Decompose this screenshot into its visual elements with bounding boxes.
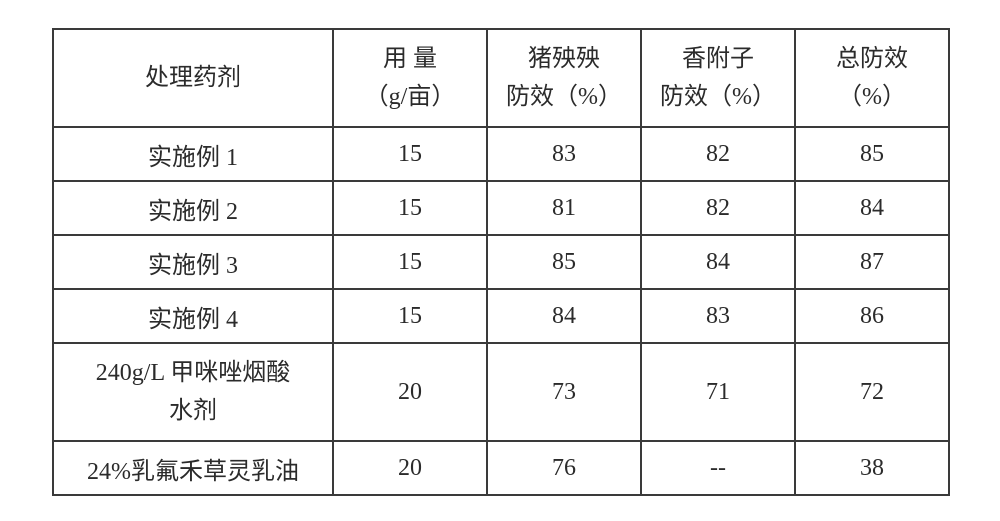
col-header-agent: 处理药剂	[53, 29, 333, 127]
cell-agent: 240g/L 甲咪唑烟酸 水剂	[53, 343, 333, 441]
col-header-text: 总防效	[836, 46, 908, 72]
cell-eff2: 82	[641, 127, 795, 181]
cell-dose: 20	[333, 343, 487, 441]
table-body: 实施例 1 15 83 82 85 实施例 2 15 81 82 84 实施例 …	[53, 127, 949, 495]
cell-agent: 实施例 2	[53, 181, 333, 235]
cell-dose: 15	[333, 127, 487, 181]
cell-dose: 15	[333, 289, 487, 343]
table-row: 实施例 2 15 81 82 84	[53, 181, 949, 235]
col-header-text: 香附子	[682, 46, 754, 72]
table-row: 24%乳氟禾草灵乳油 20 76 -- 38	[53, 441, 949, 495]
col-header-eff1: 猪殃殃 防效（%）	[487, 29, 641, 127]
cell-text: 24%乳氟禾草灵乳油	[87, 459, 299, 485]
cell-text: 实施例 4	[148, 307, 238, 333]
cell-eff1: 73	[487, 343, 641, 441]
cell-eff2: 84	[641, 235, 795, 289]
table-row: 实施例 4 15 84 83 86	[53, 289, 949, 343]
cell-eff2: --	[641, 441, 795, 495]
cell-dose: 15	[333, 235, 487, 289]
cell-dose: 20	[333, 441, 487, 495]
col-header-text: 处理药剂	[145, 65, 241, 91]
col-header-text: 用 量	[383, 46, 437, 72]
cell-agent: 实施例 3	[53, 235, 333, 289]
cell-text: 实施例 1	[148, 145, 238, 171]
col-header-total: 总防效 （%）	[795, 29, 949, 127]
efficacy-table: 处理药剂 用 量 （g/亩） 猪殃殃 防效（%）	[52, 28, 950, 496]
col-header-text: 防效（%）	[506, 84, 622, 110]
cell-eff2: 82	[641, 181, 795, 235]
cell-total: 84	[795, 181, 949, 235]
cell-total: 85	[795, 127, 949, 181]
cell-text: 实施例 3	[148, 253, 238, 279]
cell-eff2: 83	[641, 289, 795, 343]
col-header-text: 防效（%）	[660, 84, 776, 110]
cell-agent: 实施例 4	[53, 289, 333, 343]
page: 处理药剂 用 量 （g/亩） 猪殃殃 防效（%）	[0, 0, 1000, 521]
cell-text: 水剂	[169, 398, 217, 424]
cell-eff1: 83	[487, 127, 641, 181]
cell-eff2: 71	[641, 343, 795, 441]
col-header-dose: 用 量 （g/亩）	[333, 29, 487, 127]
col-header-eff2: 香附子 防效（%）	[641, 29, 795, 127]
table-header-row: 处理药剂 用 量 （g/亩） 猪殃殃 防效（%）	[53, 29, 949, 127]
cell-text: 实施例 2	[148, 199, 238, 225]
cell-eff1: 84	[487, 289, 641, 343]
cell-eff1: 85	[487, 235, 641, 289]
cell-eff1: 76	[487, 441, 641, 495]
cell-total: 87	[795, 235, 949, 289]
col-header-text: （%）	[838, 84, 906, 110]
cell-agent: 实施例 1	[53, 127, 333, 181]
cell-total: 72	[795, 343, 949, 441]
cell-total: 86	[795, 289, 949, 343]
cell-total: 38	[795, 441, 949, 495]
cell-dose: 15	[333, 181, 487, 235]
table-row: 实施例 3 15 85 84 87	[53, 235, 949, 289]
col-header-text: （g/亩）	[365, 84, 456, 110]
col-header-text: 猪殃殃	[528, 46, 600, 72]
cell-agent: 24%乳氟禾草灵乳油	[53, 441, 333, 495]
table-row: 实施例 1 15 83 82 85	[53, 127, 949, 181]
cell-text: 240g/L 甲咪唑烟酸	[96, 360, 290, 386]
cell-eff1: 81	[487, 181, 641, 235]
table-row: 240g/L 甲咪唑烟酸 水剂 20 73 71 72	[53, 343, 949, 441]
